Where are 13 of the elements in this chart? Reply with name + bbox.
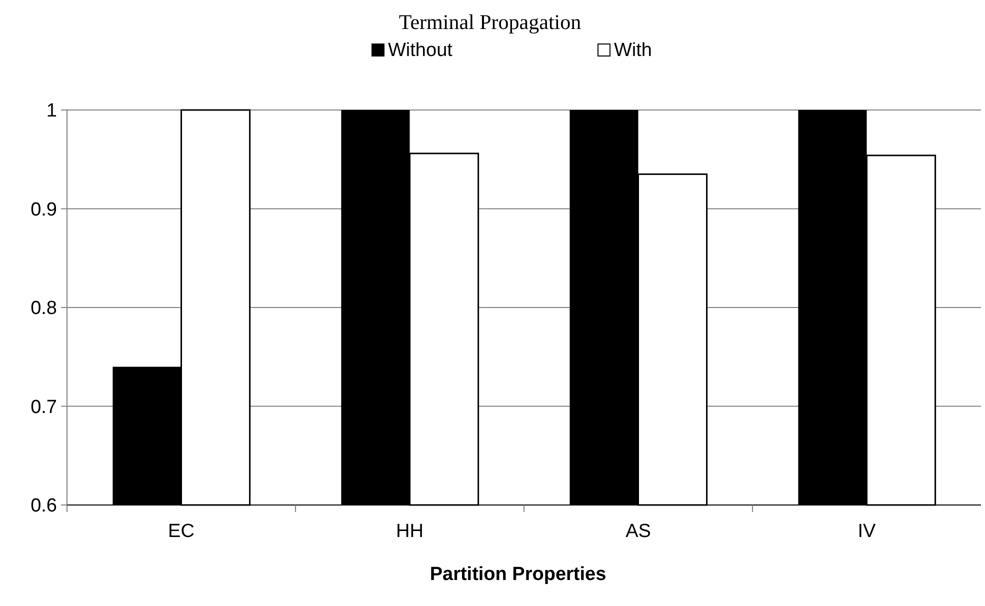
x-tick-label: HH [396,521,424,542]
y-tick-label: 0.9 [30,199,57,220]
legend-label: Without [388,40,454,61]
x-axis-title: Partition Properties [430,564,606,585]
y-tick-label: 0.8 [30,298,57,320]
y-tick-label: 0.7 [30,396,57,418]
chart-title: Terminal Propagation [398,10,582,34]
y-tick-label: 0.6 [30,496,57,517]
x-tick-label: EC [168,521,194,542]
x-tick-label: IV [858,521,876,542]
legend-label: With [614,40,652,61]
y-tick-label: 1 [46,100,57,122]
x-tick-label: AS [626,521,651,542]
